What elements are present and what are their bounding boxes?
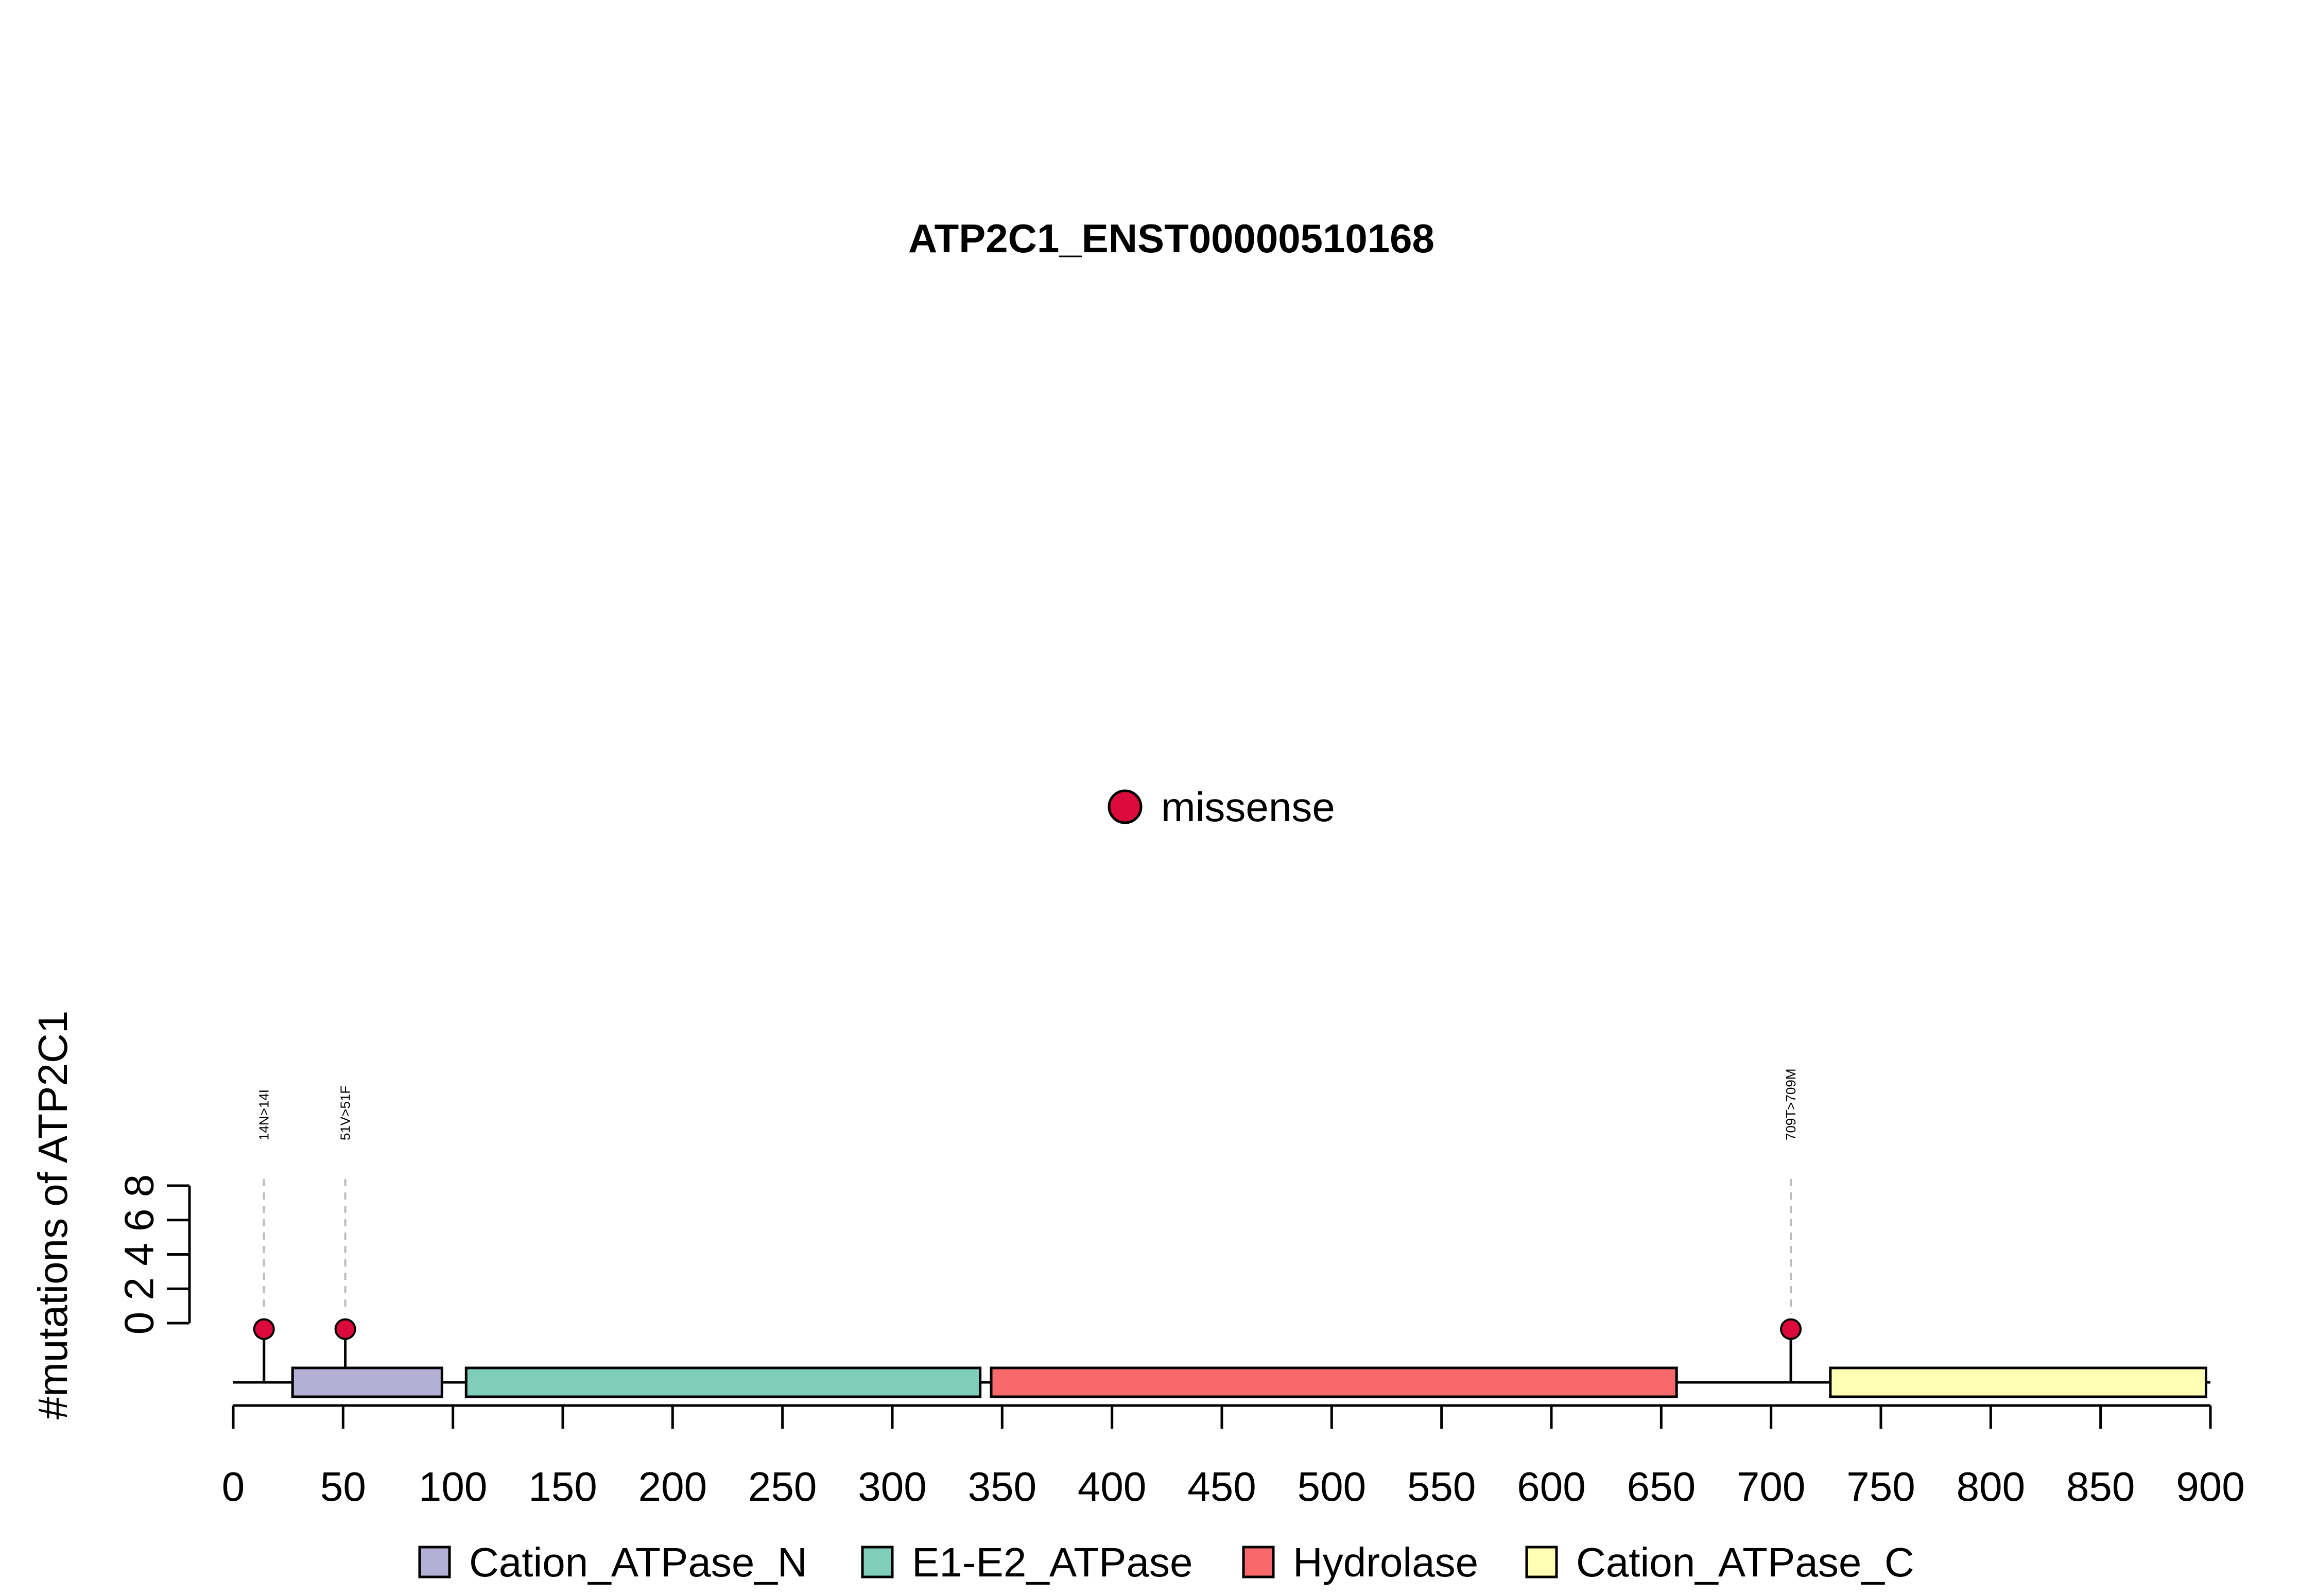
legend-missense-label: missense [1161, 784, 1335, 830]
legend-Cation_ATPase_N-swatch [418, 1546, 451, 1578]
x-tick-label-350: 350 [968, 1464, 1036, 1510]
legend-Hydrolase-swatch [1242, 1546, 1275, 1578]
legend-missense-marker [1108, 789, 1143, 824]
x-tick-label-100: 100 [419, 1464, 487, 1510]
y-tick-label-2: 2 [116, 1277, 162, 1300]
mutation-label-14N>14I: 14N>14I [256, 1089, 272, 1140]
x-tick-label-50: 50 [320, 1464, 366, 1510]
mutation-label-709T>709M: 709T>709M [1783, 1069, 1799, 1140]
x-tick-label-850: 850 [2066, 1464, 2135, 1510]
x-tick-label-500: 500 [1298, 1464, 1366, 1510]
domain-Hydrolase [990, 1366, 1678, 1398]
protein-track [233, 1366, 2210, 1398]
y-tick-label-4: 4 [116, 1243, 162, 1266]
x-tick-label-900: 900 [2176, 1464, 2244, 1510]
legend-Hydrolase-label: Hydrolase [1293, 1539, 1478, 1585]
x-tick-label-550: 550 [1407, 1464, 1476, 1510]
x-tick-label-300: 300 [858, 1464, 926, 1510]
legend-Cation_ATPase_N-label: Cation_ATPase_N [469, 1539, 807, 1585]
x-tick-label-650: 650 [1627, 1464, 1696, 1510]
legend-E1-E2_ATPase-swatch [861, 1546, 894, 1578]
y-axis: 0 2 4 6 8 [116, 1174, 191, 1335]
x-tick-label-800: 800 [1957, 1464, 2025, 1510]
domain-legend: Cation_ATPase_N E1-E2_ATPase Hydrolase Cati… [418, 1539, 1914, 1585]
x-tick-label-150: 150 [528, 1464, 597, 1510]
x-tick-label-200: 200 [638, 1464, 707, 1510]
mutation-label-51V>51F: 51V>51F [338, 1086, 353, 1140]
x-tick-label-450: 450 [1187, 1464, 1256, 1510]
mutation-lollipops: 14N>14I 51V>51F 709T>709M [253, 1069, 1802, 1382]
mutation-head-709T>709M [1780, 1318, 1802, 1340]
domain-Cation_ATPase_N [291, 1366, 443, 1398]
mutation-head-14N>14I [253, 1318, 275, 1340]
y-tick-label-0: 0 [116, 1312, 162, 1335]
y-axis-label: #mutations of ATP2C1 [30, 1011, 76, 1420]
x-tick-label-400: 400 [1078, 1464, 1146, 1510]
legend-Cation_ATPase_C-swatch [1525, 1546, 1558, 1578]
x-axis: 0 50 100 150 200 250 300 350 400 450 500 550 600 650 7… [222, 1404, 2245, 1510]
y-tick-label-6: 6 [116, 1209, 162, 1232]
mutation-legend: missense [1108, 784, 1335, 830]
x-tick-label-0: 0 [222, 1464, 245, 1510]
x-tick-label-700: 700 [1737, 1464, 1805, 1510]
chart-title: ATP2C1_ENST00000510168 [908, 216, 1434, 261]
domain-E1-E2_ATPase [464, 1366, 982, 1398]
mutation-head-51V>51F [334, 1318, 356, 1340]
x-tick-label-600: 600 [1517, 1464, 1585, 1510]
domain-Cation_ATPase_C [1829, 1366, 2207, 1398]
legend-E1-E2_ATPase-label: E1-E2_ATPase [912, 1539, 1192, 1585]
x-tick-label-750: 750 [1846, 1464, 1915, 1510]
legend-Cation_ATPase_C-label: Cation_ATPase_C [1576, 1539, 1914, 1585]
y-tick-label-8: 8 [116, 1174, 162, 1198]
x-tick-label-250: 250 [748, 1464, 817, 1510]
